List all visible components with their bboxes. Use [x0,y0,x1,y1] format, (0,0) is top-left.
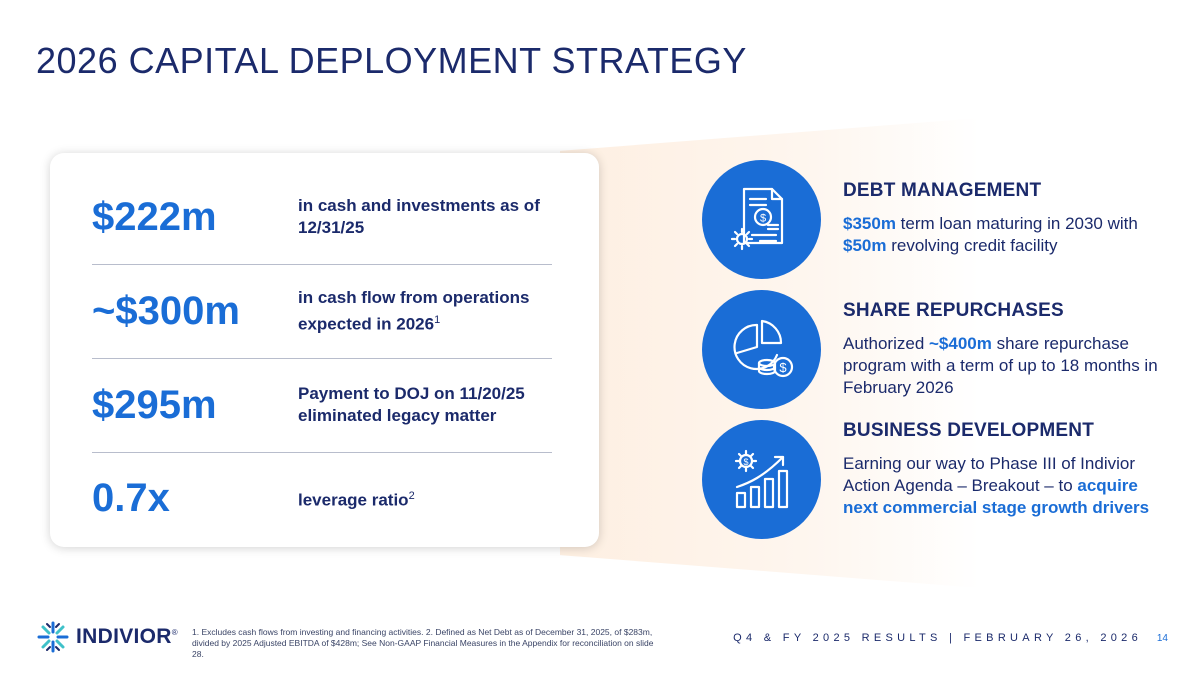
stat-description: Payment to DOJ on 11/20/25 eliminated le… [298,384,525,425]
stat-row-cash: $222m in cash and investments as of 12/3… [92,170,552,264]
stat-description: in cash and investments as of 12/31/25 [298,196,540,237]
section-body: Earning our way to Phase III of Indivior… [843,454,1150,517]
share-repurchases-section: SHARE REPURCHASES Authorized ~$400m shar… [843,300,1163,399]
stat-value: $222m [92,194,217,239]
footnote: 1. Excludes cash flows from investing an… [192,627,654,659]
stat-value: 0.7x [92,475,170,520]
stat-value: ~$300m [92,288,240,333]
footer-event: Q4 & FY 2025 RESULTS | FEBRUARY 26, 2026 [733,632,1142,644]
stat-description: leverage ratio2 [298,489,415,510]
stat-row-leverage: 0.7x leverage ratio2 [92,451,552,545]
section-body: Authorized ~$400m share repurchase progr… [843,334,1158,397]
stat-row-cash-flow: ~$300m in cash flow from operations expe… [92,264,552,358]
section-heading: BUSINESS DEVELOPMENT [843,420,1095,441]
stat-description: in cash flow from operations expected in… [298,287,530,334]
debt-management-section: DEBT MANAGEMENT $350m term loan maturing… [843,180,1163,257]
footnote-ref: 2 [408,489,415,502]
business-development-section: BUSINESS DEVELOPMENT Earning our way to … [843,420,1163,519]
svg-text:$: $ [759,212,765,224]
section-heading: SHARE REPURCHASES [843,300,1064,321]
svg-text:$: $ [743,457,748,467]
section-heading: DEBT MANAGEMENT [843,180,1042,201]
finance-document-gear-icon: $ [702,160,821,279]
pie-chart-coins-icon: $ [702,290,821,409]
logo-wordmark: INDIVIOR® [76,625,178,648]
stat-row-doj-payment: $295m Payment to DOJ on 11/20/25 elimina… [92,358,552,452]
page-number: 14 [1156,633,1168,644]
divider [92,358,552,359]
logo-mark-icon [37,621,69,653]
company-logo: INDIVIOR® [36,620,178,654]
stat-value: $295m [92,382,217,427]
growth-bar-chart-icon: $ [702,420,821,539]
section-body: $350m term loan maturing in 2030 with $5… [843,214,1138,255]
divider [92,264,552,265]
page-title: 2026 CAPITAL DEPLOYMENT STRATEGY [36,40,747,81]
footnote-ref: 1 [434,313,441,326]
svg-text:$: $ [779,360,787,375]
key-figures-card: $222m in cash and investments as of 12/3… [50,153,599,547]
divider [92,452,552,453]
